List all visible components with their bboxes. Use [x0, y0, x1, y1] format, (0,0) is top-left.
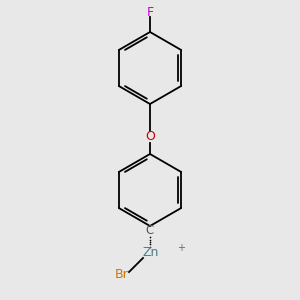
Text: Br: Br: [115, 268, 129, 281]
Text: C: C: [146, 224, 154, 238]
Text: +: +: [177, 243, 185, 253]
Text: Zn: Zn: [143, 245, 159, 259]
Text: O: O: [145, 130, 155, 143]
Text: F: F: [146, 5, 154, 19]
